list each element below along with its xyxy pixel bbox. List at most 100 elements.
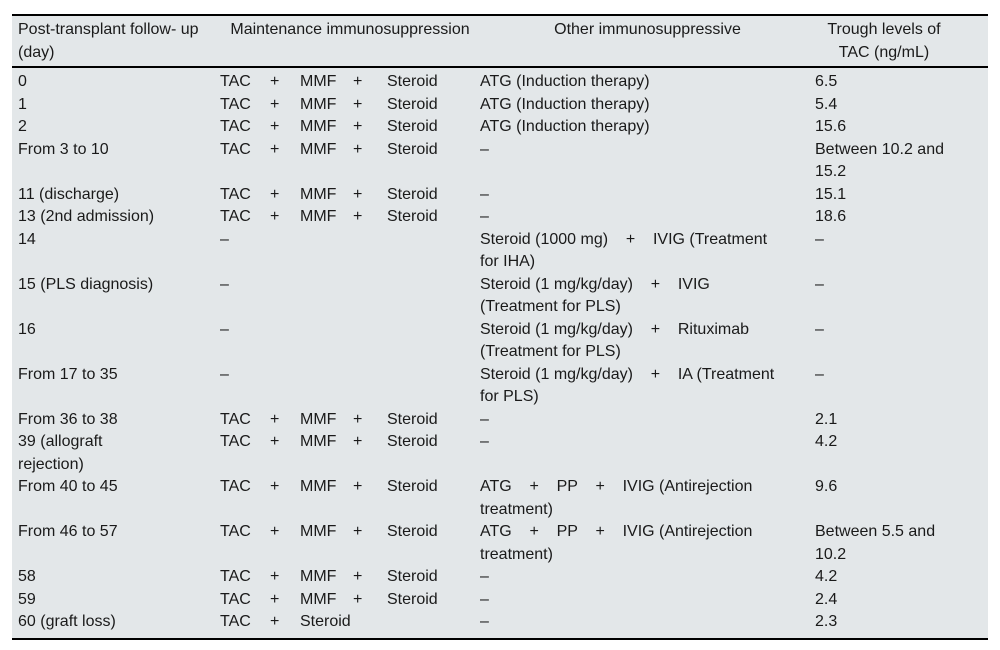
maintenance-token: MMF	[300, 95, 337, 113]
immunosuppression-table: Post-transplant follow- up (day) Mainten…	[12, 14, 988, 640]
table-row: 11 (discharge) TAC + MMF + Steroid – 15.1	[12, 184, 988, 207]
maintenance-token: +	[353, 433, 363, 450]
cell-maintenance-immunosuppression: TAC + MMF + Steroid	[220, 566, 480, 589]
cell-other-immunosuppressive: –	[480, 568, 489, 585]
maintenance-token: +	[270, 410, 280, 428]
maintenance-token: TAC	[220, 208, 251, 225]
cell-followup-day: 58	[18, 568, 36, 585]
cell-trough-level: 4.2	[815, 568, 838, 585]
cell-maintenance-immunosuppression: –	[220, 319, 480, 342]
cell-maintenance-immunosuppression: –	[220, 364, 480, 387]
cell-other-immunosuppressive: ATG + PP + IVIG (Antirejection treatment)	[480, 478, 753, 518]
maintenance-token: +	[353, 208, 363, 225]
cell-other-immunosuppressive: Steroid (1000 mg) + IVIG (Treatment for I…	[480, 230, 768, 271]
maintenance-token: Steroid	[387, 185, 438, 203]
table-row: 1 TAC + MMF + Steroid ATG (Induction therapy) 5…	[12, 94, 988, 117]
table-row: 60 (graft loss) TAC + Steroid – 2.3	[12, 611, 988, 634]
table-row: 2 TAC + MMF + Steroid ATG (Induction therapy) 1…	[12, 116, 988, 139]
cell-followup-day: 2	[18, 118, 27, 135]
cell-trough-level: –	[815, 275, 824, 293]
maintenance-token: TAC	[220, 95, 251, 113]
maintenance-token: Steroid	[387, 568, 438, 585]
header-other: Other immunosuppressive	[554, 21, 741, 38]
header-trough: Trough levels of TAC (ng/mL)	[827, 21, 941, 61]
maintenance-token: MMF	[300, 73, 337, 90]
maintenance-token: +	[353, 118, 363, 135]
cell-other-immunosuppressive: –	[480, 140, 489, 158]
cell-followup-day: From 17 to 35	[18, 365, 118, 383]
cell-followup-day: 60 (graft loss)	[18, 613, 116, 630]
maintenance-token: MMF	[300, 140, 337, 158]
cell-maintenance-immunosuppression: –	[220, 229, 480, 252]
maintenance-token: +	[270, 140, 280, 158]
cell-other-immunosuppressive: –	[480, 410, 489, 428]
maintenance-token: +	[270, 523, 280, 540]
cell-other-immunosuppressive: ATG (Induction therapy)	[480, 95, 650, 113]
cell-maintenance-immunosuppression: TAC + MMF + Steroid	[220, 184, 480, 207]
table-bottom-rule	[12, 637, 988, 640]
table-row: From 3 to 10 TAC + MMF + Steroid – Between 10.2…	[12, 139, 988, 184]
maintenance-token: +	[270, 478, 280, 495]
cell-trough-level: –	[815, 230, 824, 248]
maintenance-token: Steroid	[387, 410, 438, 428]
maintenance-token: –	[220, 230, 229, 248]
header-row: Post-transplant follow- up (day) Mainten…	[12, 16, 988, 66]
cell-other-immunosuppressive: –	[480, 590, 489, 608]
maintenance-token: TAC	[220, 590, 251, 608]
table-row: 0 TAC + MMF + Steroid ATG (Induction therapy) 6…	[12, 71, 988, 94]
cell-maintenance-immunosuppression: TAC + MMF + Steroid	[220, 71, 480, 94]
maintenance-token: MMF	[300, 590, 337, 608]
table-header-rule	[12, 66, 988, 68]
cell-maintenance-immunosuppression: TAC + MMF + Steroid	[220, 94, 480, 117]
maintenance-token: +	[270, 613, 280, 630]
cell-maintenance-immunosuppression: TAC + MMF + Steroid	[220, 116, 480, 139]
maintenance-token: MMF	[300, 478, 337, 495]
cell-trough-level: Between 5.5 and 10.2	[815, 523, 936, 563]
maintenance-token: +	[270, 73, 280, 90]
cell-maintenance-immunosuppression: –	[220, 274, 480, 297]
cell-followup-day: 11 (discharge)	[18, 185, 120, 203]
table-row: From 17 to 35 – Steroid (1 mg/kg/day) + IA…	[12, 364, 988, 409]
table-row: 16 – Steroid (1 mg/kg/day) + Rituximab (Tre…	[12, 319, 988, 364]
maintenance-token: Steroid	[300, 613, 351, 630]
cell-followup-day: 59	[18, 590, 36, 608]
maintenance-token: Steroid	[387, 208, 438, 225]
cell-followup-day: 1	[18, 95, 27, 113]
cell-followup-day: 14	[18, 230, 36, 248]
maintenance-token: –	[220, 275, 229, 293]
maintenance-token: +	[270, 208, 280, 225]
maintenance-token: TAC	[220, 613, 251, 630]
table-row: 58 TAC + MMF + Steroid – 4.2	[12, 566, 988, 589]
cell-other-immunosuppressive: –	[480, 613, 489, 630]
maintenance-token: Steroid	[387, 590, 438, 608]
maintenance-token: +	[353, 410, 363, 428]
maintenance-token: +	[353, 140, 363, 158]
maintenance-token: +	[353, 523, 363, 540]
cell-trough-level: Between 10.2 and 15.2	[815, 140, 944, 181]
table-row: 59 TAC + MMF + Steroid – 2.4	[12, 589, 988, 612]
table-row: 14 – Steroid (1000 mg) + IVIG (Treatment fo…	[12, 229, 988, 274]
cell-followup-day: 13 (2nd admission)	[18, 208, 155, 225]
table-header: Post-transplant follow- up (day) Mainten…	[12, 16, 988, 66]
maintenance-token: TAC	[220, 523, 251, 540]
maintenance-token: TAC	[220, 478, 251, 495]
maintenance-token: TAC	[220, 410, 251, 428]
table-top-rule	[12, 14, 988, 16]
cell-maintenance-immunosuppression: TAC + MMF + Steroid	[220, 589, 480, 612]
cell-other-immunosuppressive: Steroid (1 mg/kg/day) + Rituximab (Treatm…	[480, 320, 749, 361]
maintenance-token: TAC	[220, 118, 251, 135]
maintenance-token: TAC	[220, 185, 251, 203]
table-body: 0 TAC + MMF + Steroid ATG (Induction therapy) 6…	[12, 68, 988, 638]
maintenance-token: MMF	[300, 568, 337, 585]
cell-other-immunosuppressive: –	[480, 208, 489, 225]
maintenance-token: +	[353, 95, 363, 113]
cell-followup-day: From 46 to 57	[18, 523, 118, 540]
maintenance-token: +	[270, 118, 280, 135]
maintenance-token: Steroid	[387, 478, 438, 495]
cell-other-immunosuppressive: ATG (Induction therapy)	[480, 118, 650, 135]
maintenance-token: MMF	[300, 185, 337, 203]
cell-trough-level: 15.6	[815, 118, 847, 135]
maintenance-token: Steroid	[387, 95, 438, 113]
maintenance-token: –	[220, 365, 229, 383]
